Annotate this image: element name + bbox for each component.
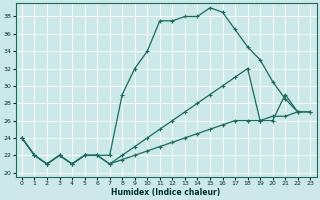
X-axis label: Humidex (Indice chaleur): Humidex (Indice chaleur): [111, 188, 221, 197]
